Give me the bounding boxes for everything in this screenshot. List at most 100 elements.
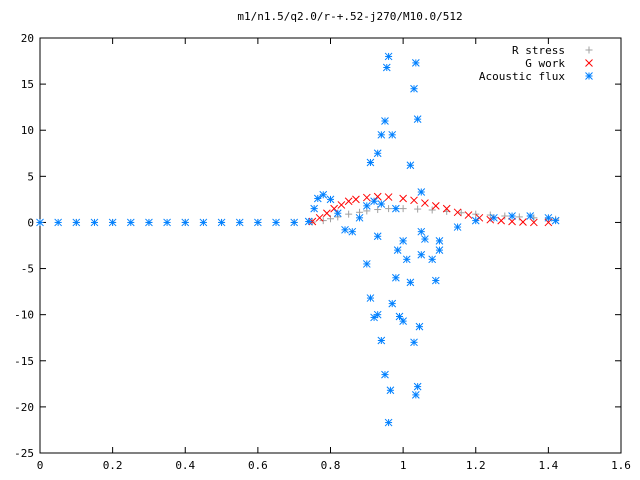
data-point xyxy=(402,255,411,264)
legend-label: Acoustic flux xyxy=(479,70,565,83)
data-point xyxy=(388,130,397,139)
data-point xyxy=(319,190,328,199)
data-point xyxy=(515,213,523,221)
data-point xyxy=(435,237,444,245)
data-point xyxy=(453,208,462,217)
data-point xyxy=(333,209,342,218)
y-tick-label: -15 xyxy=(14,355,34,368)
data-point xyxy=(381,117,389,125)
data-point xyxy=(411,391,420,399)
data-point xyxy=(355,213,364,222)
y-tick-label: -5 xyxy=(21,263,34,276)
data-point xyxy=(377,336,386,345)
data-point xyxy=(501,212,509,220)
data-point xyxy=(417,250,426,259)
data-point xyxy=(36,218,44,227)
series-acoustic-flux xyxy=(36,52,560,427)
data-point xyxy=(330,204,338,213)
data-point xyxy=(411,59,420,67)
data-point xyxy=(392,273,400,282)
data-point xyxy=(406,278,415,287)
y-tick-label: 15 xyxy=(21,78,34,91)
data-point xyxy=(381,370,389,379)
data-point xyxy=(254,218,262,227)
data-point xyxy=(366,294,375,302)
data-point xyxy=(326,195,335,204)
y-tick-label: -25 xyxy=(14,447,34,460)
data-point xyxy=(421,199,429,207)
data-point xyxy=(442,204,451,213)
data-point xyxy=(519,218,527,226)
data-point xyxy=(410,84,418,93)
data-point xyxy=(163,218,171,227)
data-point xyxy=(308,217,317,226)
data-point xyxy=(341,225,349,234)
data-point xyxy=(428,255,437,264)
data-point xyxy=(413,382,422,391)
series-g-work xyxy=(308,192,553,227)
data-point xyxy=(323,209,331,218)
data-point xyxy=(431,201,440,210)
legend-label: R stress xyxy=(512,44,565,57)
data-point xyxy=(497,216,506,225)
data-point xyxy=(310,204,319,213)
data-point xyxy=(315,213,324,222)
x-tick-label: 0.2 xyxy=(103,459,123,472)
y-tick-label: -20 xyxy=(14,401,34,414)
y-tick-label: 5 xyxy=(27,170,34,183)
chart-title: m1/n1.5/q2.0/r-+.52-j270/M10.0/512 xyxy=(237,10,462,23)
data-point xyxy=(544,213,553,222)
data-point xyxy=(421,235,429,243)
data-point xyxy=(392,204,400,213)
data-point xyxy=(399,317,407,325)
data-point xyxy=(235,218,244,227)
data-point xyxy=(384,418,393,427)
data-point xyxy=(362,201,371,210)
data-point xyxy=(508,217,516,226)
x-tick-label: 0.6 xyxy=(248,459,268,472)
data-point xyxy=(352,195,360,204)
data-point xyxy=(508,212,516,220)
data-point xyxy=(373,149,382,158)
data-point xyxy=(399,205,407,213)
data-point xyxy=(417,227,426,236)
data-point xyxy=(344,197,353,206)
x-tick-label: 0 xyxy=(37,459,44,472)
x-tick-label: 0.4 xyxy=(175,459,195,472)
data-point xyxy=(399,194,407,203)
data-point xyxy=(415,322,424,331)
data-point xyxy=(529,218,538,227)
data-point xyxy=(181,218,190,227)
data-point xyxy=(453,223,462,231)
data-point xyxy=(362,260,371,268)
legend-marker xyxy=(585,72,593,80)
axes-layer: 0 0.2 0.4 0.6 0.8 1 1.2 1.4 1.6 -25 -20 -15 -10 -5 0 5 1… xyxy=(14,32,631,472)
data-point xyxy=(413,115,422,124)
data-point xyxy=(526,212,535,220)
data-point xyxy=(551,216,560,225)
data-point xyxy=(290,218,299,227)
data-point xyxy=(393,246,402,254)
data-point xyxy=(108,218,117,227)
data-point xyxy=(410,338,418,347)
data-point xyxy=(395,312,404,321)
data-point xyxy=(406,161,415,170)
data-point xyxy=(382,63,391,72)
data-point xyxy=(410,196,418,205)
x-tick-label: 1.6 xyxy=(611,459,631,472)
data-point xyxy=(431,276,440,285)
data-point xyxy=(370,197,378,206)
data-point xyxy=(337,201,346,209)
legend-label: G work xyxy=(525,57,565,70)
legend-marker xyxy=(585,46,593,54)
data-point xyxy=(385,205,393,213)
series-layer xyxy=(36,52,560,427)
data-point xyxy=(471,216,480,225)
data-point xyxy=(486,211,494,219)
data-point xyxy=(373,192,382,201)
x-tick-label: 1.4 xyxy=(538,459,558,472)
data-point xyxy=(54,218,63,227)
data-point xyxy=(217,218,226,227)
